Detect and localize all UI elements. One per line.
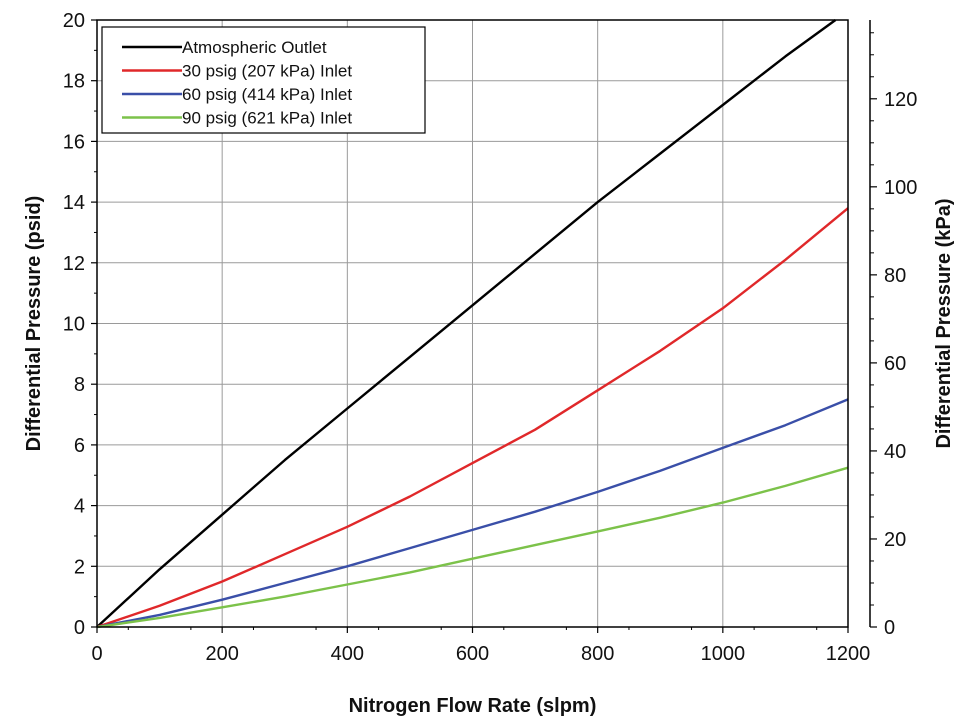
series-line-1 — [96, 19, 837, 628]
y-tick-label: 14 — [63, 192, 85, 214]
y-tick-label: 4 — [74, 496, 85, 518]
legend-label-2: 30 psig (207 kPa) Inlet — [182, 62, 352, 81]
x-tick-label: 0 — [91, 643, 102, 665]
series-line-3 — [96, 398, 849, 629]
x-tick-label: 600 — [456, 643, 489, 665]
y2-tick-label: 0 — [884, 617, 895, 639]
y-tick-label: 20 — [63, 10, 85, 32]
series-layer — [96, 19, 849, 629]
series-line-4 — [96, 466, 849, 629]
series-line-2 — [96, 207, 849, 629]
tick-layer: 0 200 400 600 800 1000 12000246810121416182002… — [63, 10, 918, 665]
y-tick-label: 12 — [63, 253, 85, 275]
y2-axis-title: Differential Pressure (kPa) — [933, 198, 955, 448]
x-tick-label: 1200 — [826, 643, 871, 665]
y-tick-label: 8 — [74, 374, 85, 396]
y-tick-label: 6 — [74, 435, 85, 457]
legend-label-4: 90 psig (621 kPa) Inlet — [182, 109, 352, 128]
y-tick-label: 2 — [74, 556, 85, 578]
y2-tick-label: 80 — [884, 265, 906, 287]
x-tick-label: 800 — [581, 643, 614, 665]
x-tick-label: 1000 — [701, 643, 746, 665]
x-axis-title: Nitrogen Flow Rate (slpm) — [349, 695, 597, 717]
y-tick-label: 16 — [63, 131, 85, 153]
x-tick-label: 400 — [331, 643, 364, 665]
legend-box — [101, 26, 426, 134]
y-tick-label: 18 — [63, 71, 85, 93]
grid-layer — [97, 20, 848, 627]
y-tick-label: 10 — [63, 314, 85, 336]
legend-label-1: Atmospheric Outlet — [182, 38, 327, 57]
y2-tick-label: 40 — [884, 441, 906, 463]
y-tick-label: 0 — [74, 617, 85, 639]
y2-tick-label: 120 — [884, 89, 917, 111]
legend: Atmospheric Outlet 30 psig (207 kPa) Inle… — [101, 26, 426, 134]
x-tick-label: 200 — [205, 643, 238, 665]
y2-tick-label: 100 — [884, 177, 917, 199]
y2-tick-label: 60 — [884, 353, 906, 375]
legend-label-3: 60 psig (414 kPa) Inlet — [182, 85, 352, 104]
y-axis-title: Differential Pressure (psid) — [23, 196, 45, 452]
y2-tick-label: 20 — [884, 529, 906, 551]
